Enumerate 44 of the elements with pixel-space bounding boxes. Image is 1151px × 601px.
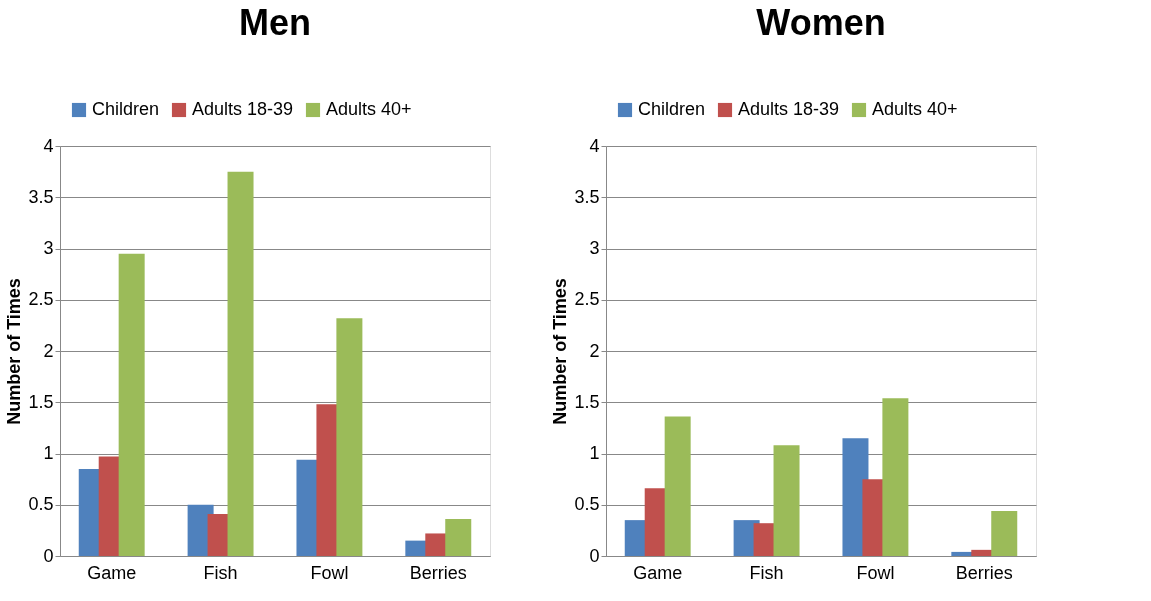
y-tick-label: 0 [43, 545, 54, 566]
legend-label: Children [92, 99, 160, 119]
y-tick-label: 4 [43, 135, 54, 156]
y-tick-label: 2.5 [28, 289, 54, 310]
y-tick-label: 0.5 [28, 494, 54, 515]
y-tick-label: 0 [589, 545, 600, 566]
x-tick-label: Berries [409, 562, 467, 583]
bar [227, 171, 254, 556]
legend-label: Adults 18-39 [192, 99, 294, 119]
y-tick-label: 1.5 [574, 391, 600, 412]
bar [118, 253, 145, 556]
y-tick-label: 2.5 [574, 289, 600, 310]
y-tick-label: 2 [43, 340, 54, 361]
x-tick-label: Fowl [856, 562, 895, 583]
legend-label: Adults 40+ [872, 99, 958, 119]
y-tick-label: 1 [43, 443, 54, 463]
chart-title: Men [239, 2, 311, 43]
y-tick-label: 3.5 [574, 186, 600, 207]
y-tick-label: 0.5 [574, 494, 600, 515]
legend-label: Children [638, 99, 706, 119]
y-tick-label: 1.5 [28, 391, 54, 412]
chart-title: Women [756, 2, 886, 43]
bar [991, 510, 1018, 556]
y-axis-title: Number of Times [550, 278, 571, 425]
x-tick-label: Game [633, 562, 683, 583]
bar [773, 445, 800, 556]
y-tick-label: 2 [589, 340, 600, 361]
y-tick-label: 4 [589, 135, 600, 156]
legend-label: Adults 18-39 [738, 99, 840, 119]
legend-label: Adults 40+ [326, 99, 412, 119]
x-tick-label: Fowl [310, 562, 349, 583]
bar [664, 416, 691, 556]
y-tick-label: 3 [589, 238, 600, 258]
bar [445, 519, 472, 556]
bar [882, 398, 909, 556]
y-tick-label: 3.5 [28, 186, 54, 207]
y-tick-label: 3 [43, 238, 54, 258]
x-tick-label: Berries [955, 562, 1013, 583]
x-tick-label: Game [87, 562, 137, 583]
y-tick-label: 1 [589, 443, 600, 463]
bar [336, 318, 363, 556]
y-axis-title: Number of Times [4, 278, 25, 425]
x-tick-label: Fish [749, 562, 784, 583]
x-tick-label: Fish [203, 562, 238, 583]
